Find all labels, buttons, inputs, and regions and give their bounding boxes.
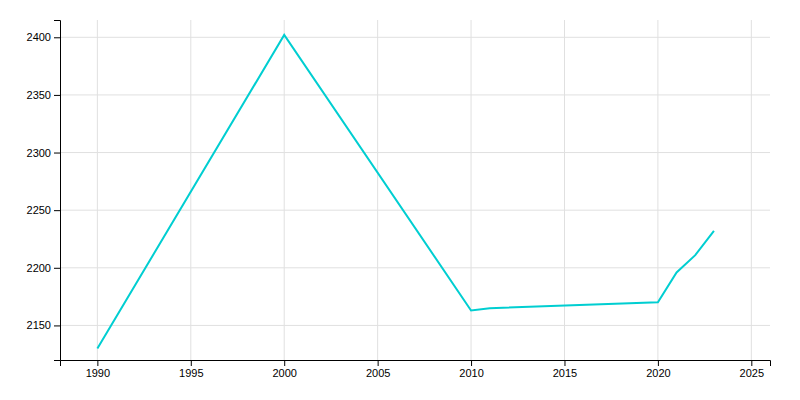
tick: 2010: [459, 360, 483, 379]
page: {"chart_data": {"type": "line", "x": [19…: [0, 0, 800, 400]
tick-label: 2025: [740, 367, 764, 379]
grid-line: [60, 152, 770, 153]
tick: 1995: [179, 360, 203, 379]
tick-mark: [658, 360, 659, 366]
grid-line: [60, 37, 770, 38]
grid-line: [60, 210, 770, 211]
tick-label: 2250: [27, 204, 51, 216]
tick-label: 2005: [366, 367, 390, 379]
tick-mark: [471, 360, 472, 366]
tick: 2250: [27, 204, 60, 216]
x-axis: 1990 1995 2000 2005 2010 2015 2020 2025: [61, 360, 771, 379]
tick-label: 2400: [27, 31, 51, 43]
y-axis: 2150 2200 2250 2300 2350 2400: [27, 21, 61, 361]
grid-line: [60, 325, 770, 326]
tick: 2300: [27, 147, 60, 159]
grid-line: [284, 20, 285, 360]
tick: 2350: [27, 89, 60, 101]
tick: 2200: [27, 262, 60, 274]
tick-label: 1990: [86, 367, 110, 379]
tick-mark: [54, 153, 60, 154]
tick-label: 2000: [272, 367, 296, 379]
tick: 2005: [366, 360, 390, 379]
grid-line: [60, 94, 770, 95]
tick-label: 2200: [27, 262, 51, 274]
tick-mark: [54, 95, 60, 96]
tick-label: 2300: [27, 147, 51, 159]
tick: 2000: [272, 360, 296, 379]
tick-mark: [54, 325, 60, 326]
tick: 1990: [86, 360, 110, 379]
tick: 2400: [27, 31, 60, 43]
chart: 1990 1995 2000 2005 2010 2015 2020 2025 2150 2200…: [0, 0, 800, 400]
grid-line: [657, 20, 658, 360]
tick: 2020: [646, 360, 670, 379]
tick-mark: [97, 360, 98, 366]
tick: 2150: [27, 319, 60, 331]
grid-line: [751, 20, 752, 360]
tick-mark: [54, 268, 60, 269]
grid: [60, 20, 770, 360]
tick-mark: [564, 360, 565, 366]
tick-label: 2350: [27, 89, 51, 101]
plot-area: [97, 35, 714, 348]
tick-label: 2150: [27, 319, 51, 331]
tick-mark: [284, 360, 285, 366]
axis-line: [61, 361, 771, 367]
tick-label: 2020: [646, 367, 670, 379]
tick-mark: [54, 37, 60, 38]
grid-line: [97, 20, 98, 360]
data-line: [97, 35, 714, 348]
tick-mark: [54, 210, 60, 211]
tick-mark: [378, 360, 379, 366]
tick-mark: [191, 360, 192, 366]
tick-label: 2010: [459, 367, 483, 379]
axis-line: [54, 21, 61, 361]
grid-line: [377, 20, 378, 360]
grid-line: [60, 267, 770, 268]
grid-line: [564, 20, 565, 360]
tick-mark: [751, 360, 752, 366]
tick: 2015: [553, 360, 577, 379]
tick-label: 2015: [553, 367, 577, 379]
tick: 2025: [740, 360, 764, 379]
tick-label: 1995: [179, 367, 203, 379]
